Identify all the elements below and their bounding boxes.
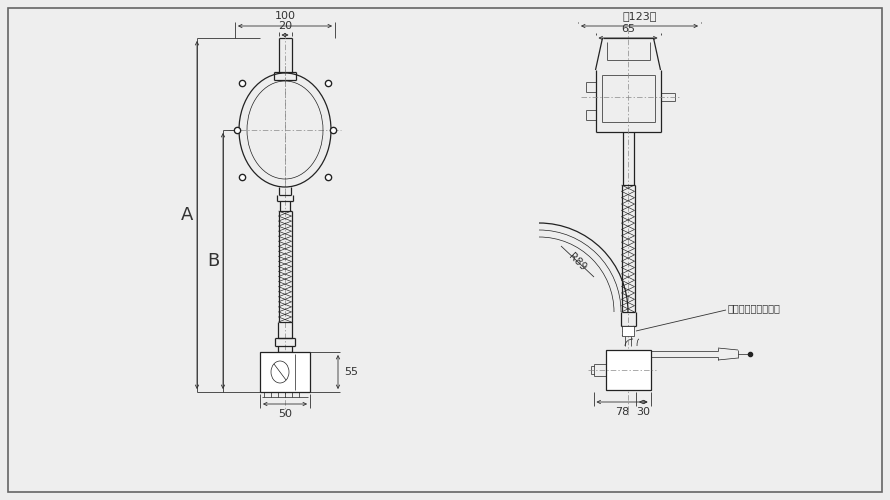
Text: （123）: （123）	[622, 11, 657, 21]
Text: R89: R89	[566, 252, 587, 272]
Text: B: B	[206, 252, 219, 270]
Text: 100: 100	[274, 11, 295, 21]
Bar	[622, 326, 634, 336]
Text: 78: 78	[615, 407, 629, 417]
Text: 30: 30	[636, 407, 651, 417]
Text: A: A	[181, 206, 193, 224]
Text: 55: 55	[344, 367, 358, 377]
Bar	[605, 350, 651, 390]
Text: 65: 65	[621, 24, 635, 34]
Text: 50: 50	[278, 409, 292, 419]
Text: 熱収縮チューブ包覆: 熱収縮チューブ包覆	[728, 303, 781, 313]
Text: 20: 20	[278, 21, 292, 31]
Bar	[260, 352, 310, 392]
